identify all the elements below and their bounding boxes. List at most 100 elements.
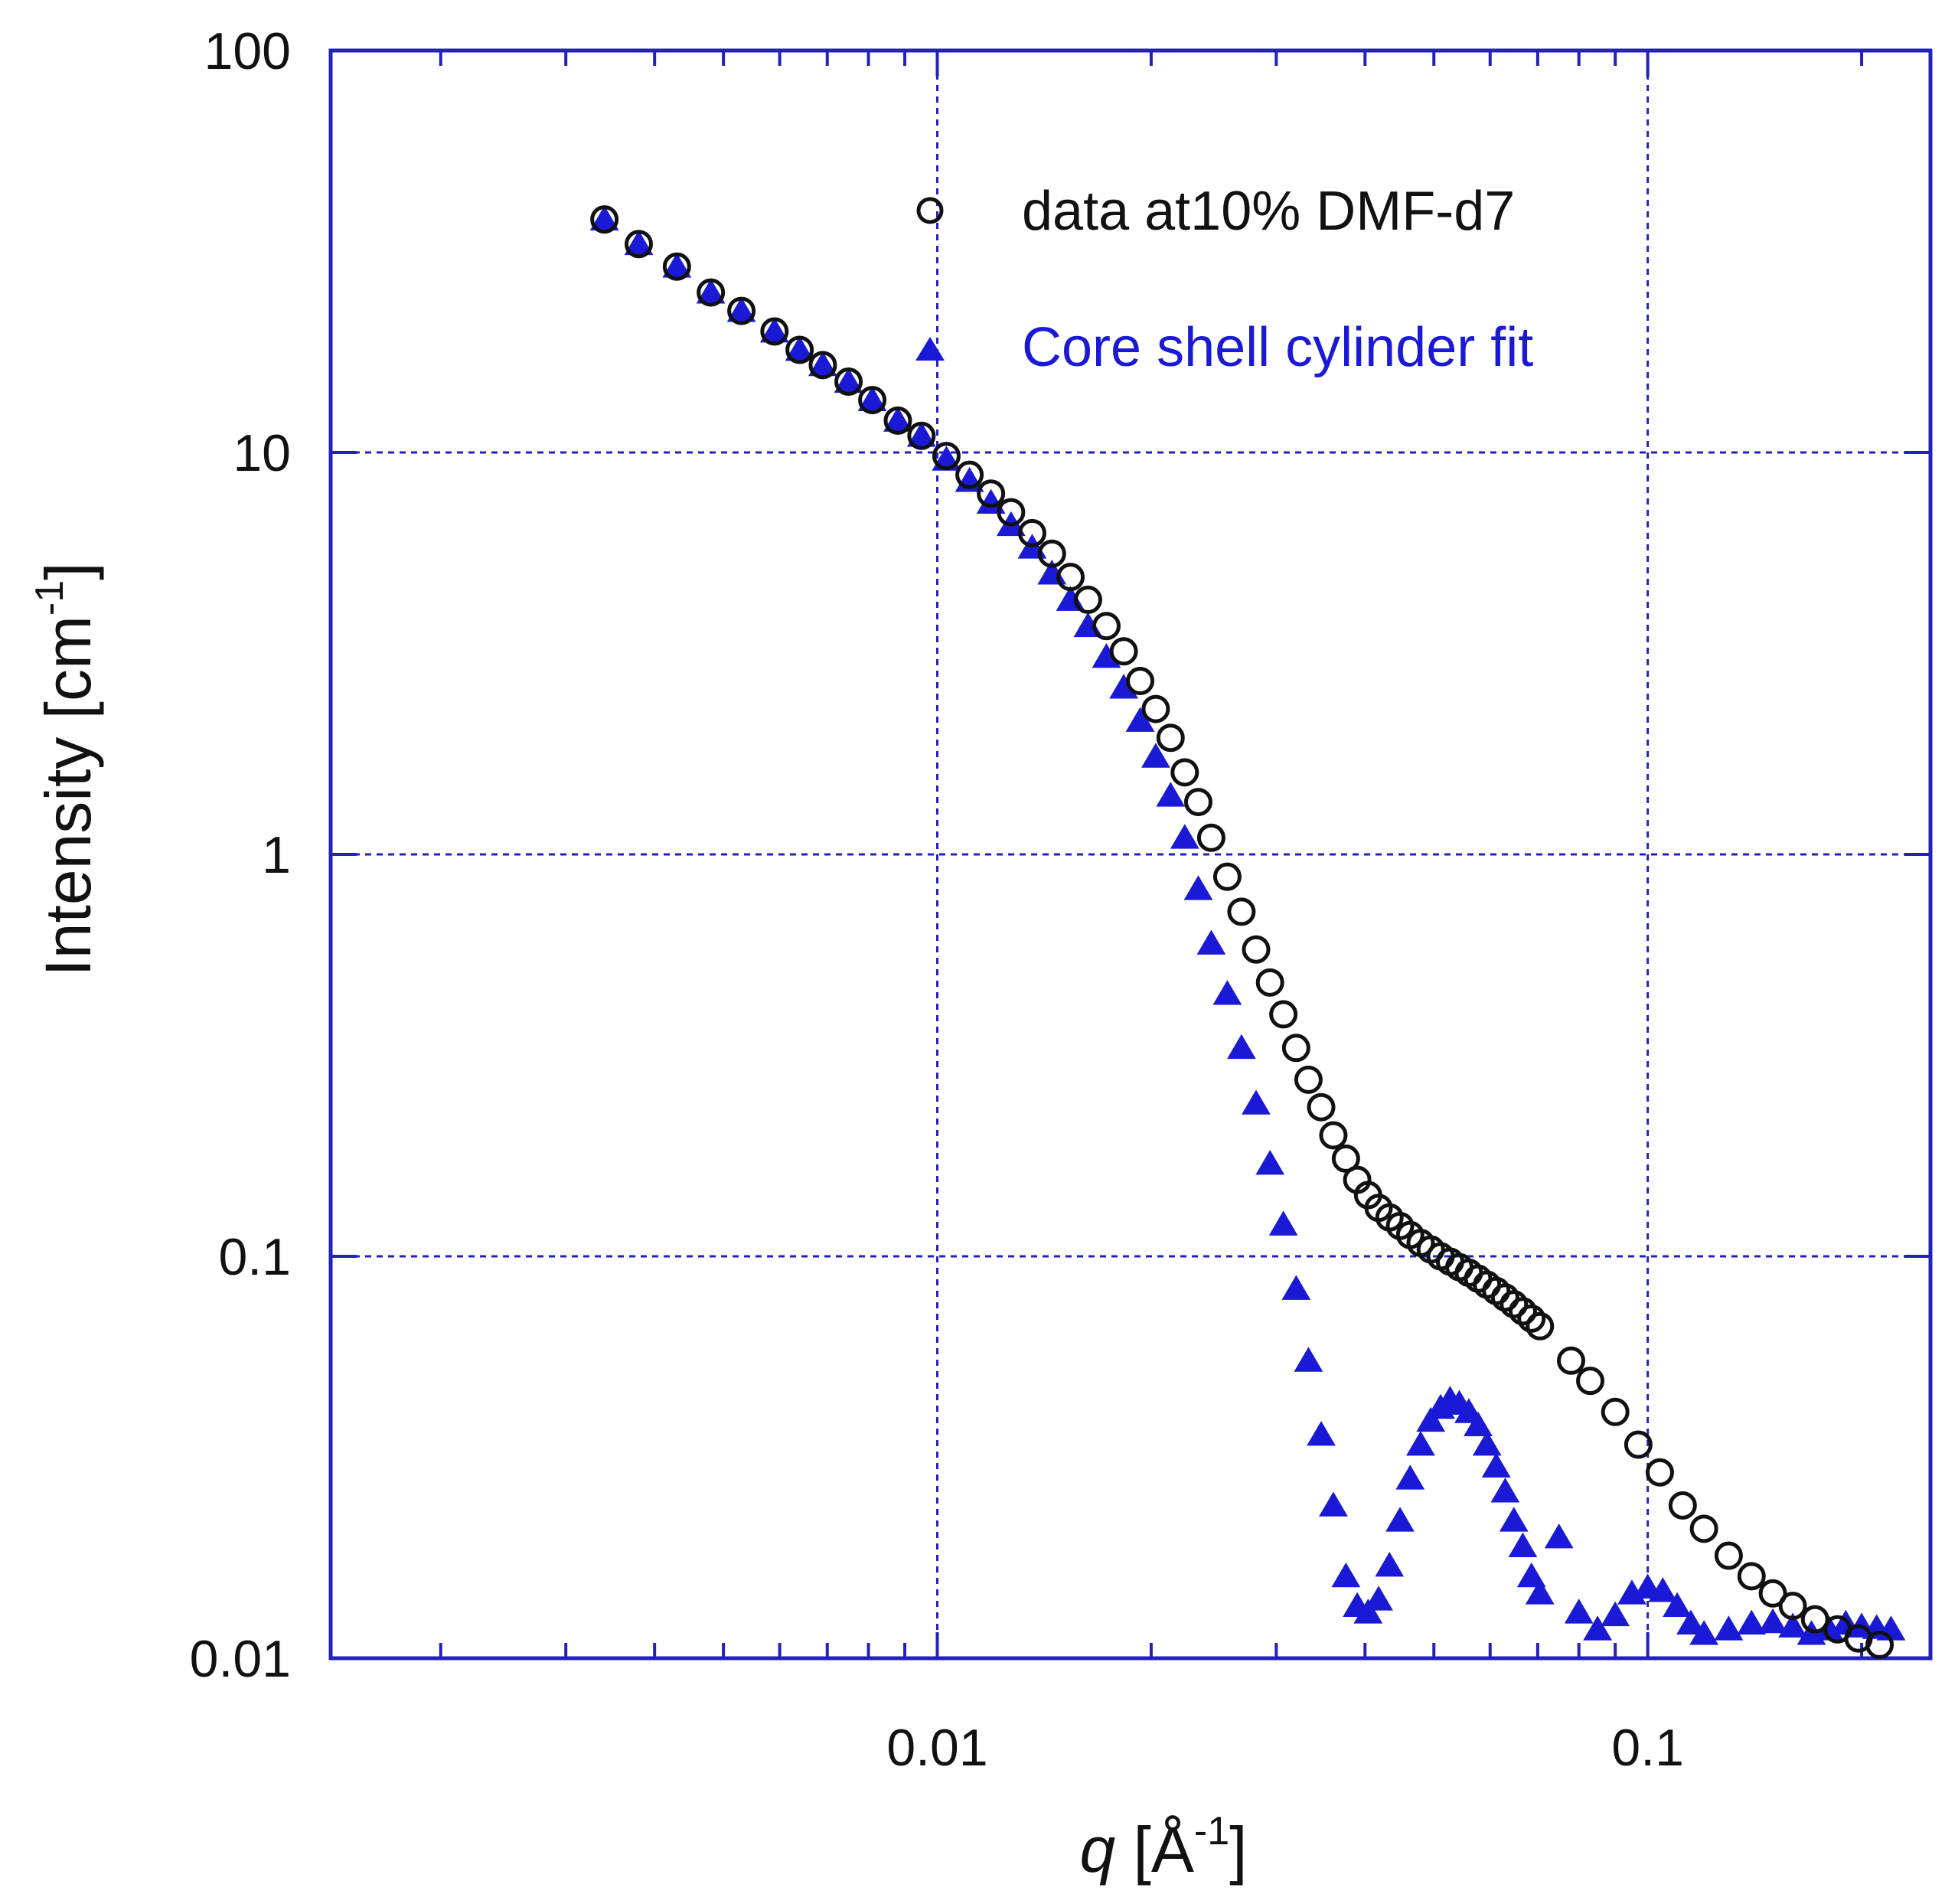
data-point — [697, 278, 726, 307]
data-point — [1668, 1491, 1697, 1520]
data-point — [590, 205, 619, 234]
data-point — [1778, 1592, 1807, 1621]
fit-point — [1141, 743, 1170, 768]
legend: data at10% DMF-d7 Core shell cylinder fi… — [915, 181, 1533, 378]
data-point — [1500, 1290, 1529, 1319]
data-point — [1073, 585, 1102, 614]
fit-point — [759, 317, 789, 343]
fit-point — [1196, 929, 1226, 955]
data-point — [662, 252, 691, 281]
fit-point — [1364, 1586, 1393, 1611]
fit-point — [1648, 1577, 1678, 1602]
fit-point — [1281, 1275, 1311, 1300]
data-point — [834, 367, 863, 397]
x-axis-unit: [Å — [1115, 1814, 1194, 1886]
fit-point — [1601, 1601, 1630, 1627]
data-point — [883, 406, 912, 435]
data-point — [1689, 1514, 1718, 1543]
fit-point — [1737, 1609, 1767, 1635]
x-tick-label: 0.01 — [886, 1719, 987, 1777]
legend-marker-fit — [915, 337, 945, 361]
data-point — [1508, 1297, 1537, 1326]
data-point — [1183, 788, 1212, 817]
data-point — [624, 230, 653, 259]
fit-point — [1714, 1615, 1744, 1641]
data-point — [1242, 935, 1271, 964]
data-point — [1576, 1367, 1605, 1396]
data-point — [1212, 862, 1242, 891]
fit-point — [696, 279, 726, 304]
data-point — [1601, 1397, 1630, 1426]
x-axis-close: ] — [1229, 1814, 1247, 1886]
y-axis-close: ] — [32, 562, 104, 580]
fit-point — [1212, 980, 1242, 1005]
fit-point — [1395, 1465, 1425, 1490]
fit-series — [589, 205, 1906, 1645]
y-tick-label: 1 — [262, 826, 291, 884]
fit-point — [1353, 1599, 1383, 1624]
fit-point — [1109, 674, 1139, 699]
fit-point — [1092, 643, 1121, 668]
data-point — [1294, 1065, 1323, 1094]
x-axis-exponent: -1 — [1194, 1809, 1229, 1853]
fit-point — [662, 253, 692, 278]
data-point — [1126, 667, 1155, 696]
fit-point — [1156, 782, 1186, 807]
data-point — [1490, 1283, 1519, 1312]
fit-point — [1464, 1411, 1493, 1437]
y-axis-exponent: -1 — [28, 580, 72, 616]
fit-point — [1255, 1150, 1285, 1175]
x-tick-labels: 0.01 0.1 — [886, 1719, 1684, 1777]
data-point — [977, 479, 1006, 508]
data-point — [1056, 563, 1085, 592]
fit-point — [906, 422, 936, 447]
x-axis-var: q — [1079, 1814, 1115, 1886]
data-point — [1037, 539, 1066, 568]
data-series — [590, 205, 1894, 1659]
legend-marker-data — [916, 197, 944, 224]
fit-point — [1778, 1612, 1808, 1638]
data-point — [932, 442, 961, 471]
data-point — [955, 460, 984, 489]
data-point — [1624, 1430, 1653, 1459]
fit-point — [1583, 1615, 1613, 1641]
fit-point — [1226, 1034, 1256, 1060]
fit-point — [1499, 1507, 1529, 1532]
data-point — [1331, 1144, 1360, 1173]
data-point — [1645, 1458, 1674, 1487]
data-point — [1017, 518, 1046, 547]
fit-point — [1125, 707, 1155, 732]
fit-point — [726, 297, 756, 322]
fit-point — [1508, 1532, 1538, 1558]
fit-point — [1676, 1609, 1705, 1635]
fit-point — [808, 351, 837, 377]
y-tick-label: 10 — [233, 424, 291, 482]
data-point — [1737, 1562, 1766, 1591]
data-point — [1141, 694, 1170, 723]
fit-point — [1689, 1620, 1719, 1645]
fit-point — [1268, 1210, 1298, 1236]
data-point — [1255, 968, 1284, 997]
fit-point — [1481, 1452, 1511, 1478]
data-point — [1307, 1092, 1336, 1122]
fit-point — [1375, 1552, 1405, 1577]
fit-point — [589, 205, 619, 231]
x-axis-title: q [Å-1] — [1079, 1809, 1247, 1886]
data-point — [1865, 1630, 1894, 1659]
fit-point — [1319, 1491, 1348, 1517]
grid-lines — [331, 51, 1930, 1658]
data-point — [1557, 1346, 1586, 1375]
fit-point — [1544, 1523, 1574, 1549]
data-point — [1281, 1034, 1310, 1063]
series-layer — [589, 205, 1906, 1659]
fit-point — [1242, 1089, 1271, 1115]
x-tick-label: 0.1 — [1611, 1719, 1684, 1777]
plot-frame — [328, 48, 1933, 1661]
data-point — [1269, 1000, 1298, 1029]
y-tick-label: 0.01 — [190, 1630, 291, 1688]
fit-point — [1490, 1478, 1520, 1503]
fit-point — [1564, 1599, 1594, 1624]
fit-point — [624, 230, 654, 256]
data-point — [1319, 1121, 1348, 1150]
data-point — [1227, 897, 1256, 926]
